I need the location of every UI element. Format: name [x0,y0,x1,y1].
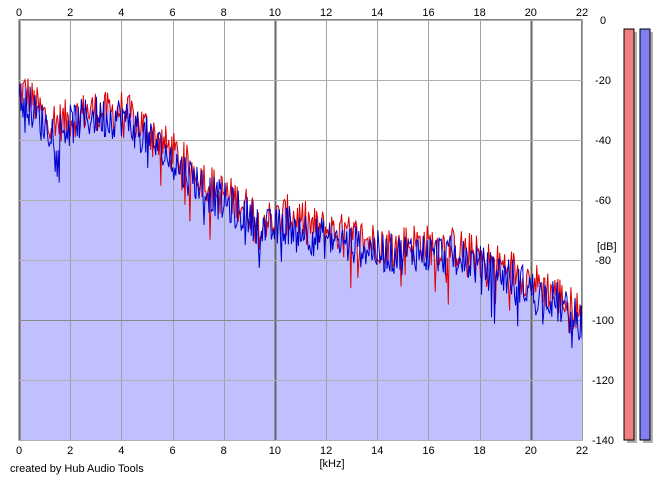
x-tick-label-bottom: 16 [422,445,434,457]
series-layer [19,77,582,349]
x-tick-label-bottom: 18 [474,445,486,457]
spectrum-area-fill [19,78,582,440]
x-tick-label-top: 4 [118,7,124,19]
series-line-1 [19,77,582,334]
x-tick-label-bottom: 20 [525,445,537,457]
spectrum-fill-layer [19,78,582,440]
x-tick-label-bottom: 22 [576,445,588,457]
x-tick-label-top: 8 [221,7,227,19]
y-tick-label: -40 [595,135,611,147]
x-tick-label-top: 14 [371,7,383,19]
y-tick-label: -80 [595,255,611,267]
x-axis-label: [kHz] [319,458,344,470]
level-meters [623,28,653,443]
x-tick-label-top: 0 [16,7,22,19]
x-tick-label-bottom: 2 [67,445,73,457]
level-meter-bar [623,28,635,441]
y-tick-label: -100 [592,315,614,327]
y-tick-label: -120 [592,375,614,387]
x-tick-label-top: 10 [269,7,281,19]
x-tick-labels-top: 0 2 4 6 8 10 12 14 16 18 20 22 [16,7,588,19]
y-tick-label: 0 [600,15,606,27]
x-tick-label-bottom: 12 [320,445,332,457]
x-tick-label-top: 12 [320,7,332,19]
x-tick-label-top: 20 [525,7,537,19]
y-tick-label: -60 [595,195,611,207]
x-tick-label-top: 22 [576,7,588,19]
x-tick-label-bottom: 4 [118,445,124,457]
y-tick-label: -140 [592,435,614,447]
x-tick-label-bottom: 8 [221,445,227,457]
x-tick-label-top: 16 [422,7,434,19]
x-tick-label-top: 18 [474,7,486,19]
x-tick-label-top: 2 [67,7,73,19]
level-meter-bar [639,28,651,441]
series-line-2 [19,83,582,349]
x-tick-labels-bottom: 0 2 4 6 8 10 12 14 16 18 20 22 [16,445,588,457]
x-tick-label-top: 6 [169,7,175,19]
x-tick-label-bottom: 0 [16,445,22,457]
y-axis-label: [dB] [597,241,617,253]
y-tick-labels: 0 -20 -40 -60 -80 -100 -120 -140 [592,15,614,447]
y-tick-label: -20 [595,75,611,87]
grid [18,20,583,441]
x-tick-label-bottom: 10 [269,445,281,457]
x-tick-label-bottom: 6 [169,445,175,457]
credit-text: created by Hub Audio Tools [10,463,144,475]
x-tick-label-bottom: 14 [371,445,383,457]
